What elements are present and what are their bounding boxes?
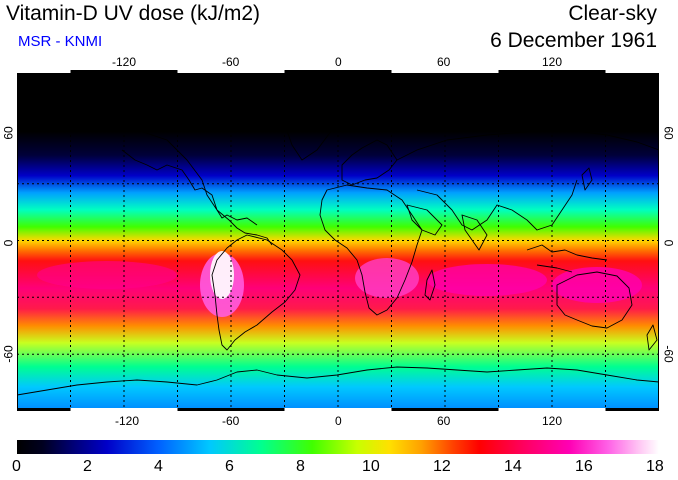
scale-tick-label: 16	[575, 458, 593, 475]
hotspot-south-america-core	[210, 251, 234, 299]
sky-condition-label: Clear-sky	[568, 2, 657, 25]
bottom-lon-label: 120	[542, 414, 563, 428]
scale-tick-label: 14	[504, 458, 522, 475]
scale-tick-label: 6	[225, 458, 234, 475]
frame-ticks	[17, 70, 659, 411]
coastlines	[17, 97, 659, 396]
scale-tick-label: 0	[12, 458, 21, 475]
hotspot-pacific	[37, 261, 177, 289]
scale-tick-label: 2	[83, 458, 92, 475]
bottom-lon-label: 0	[335, 414, 342, 428]
uv-dose-map	[17, 70, 659, 411]
scale-tick-label: 10	[362, 458, 380, 475]
map-title: Vitamin-D UV dose (kJ/m2)	[6, 2, 261, 25]
scale-tick-label: 12	[433, 458, 451, 475]
top-lon-label: -60	[222, 55, 240, 69]
bottom-lon-label: -60	[222, 414, 240, 428]
bottom-lon-label: -120	[115, 414, 140, 428]
left-lat-label: 0	[1, 239, 16, 247]
top-lon-label: 60	[437, 55, 451, 69]
color-scale-bar	[17, 440, 659, 454]
left-lat-label: -60	[1, 345, 16, 363]
right-lat-label: 60	[661, 126, 676, 140]
source-label: MSR - KNMI	[18, 33, 103, 50]
hotspot-africa	[355, 258, 419, 298]
top-lon-label: 0	[335, 55, 342, 69]
bottom-lon-label: 60	[437, 414, 451, 428]
right-lat-label: 0	[661, 239, 676, 247]
hotspot-indian-ocean	[427, 264, 547, 296]
graticule	[17, 70, 659, 411]
scale-tick-label: 8	[296, 458, 305, 475]
date-label: 6 December 1961	[490, 29, 657, 52]
left-lat-label: 60	[1, 126, 16, 140]
top-lon-label: -120	[112, 55, 137, 69]
scale-tick-label: 18	[646, 458, 664, 475]
scale-tick-label: 4	[154, 458, 163, 475]
top-lon-label: 120	[542, 55, 563, 69]
right-lat-label: -60	[661, 345, 676, 363]
